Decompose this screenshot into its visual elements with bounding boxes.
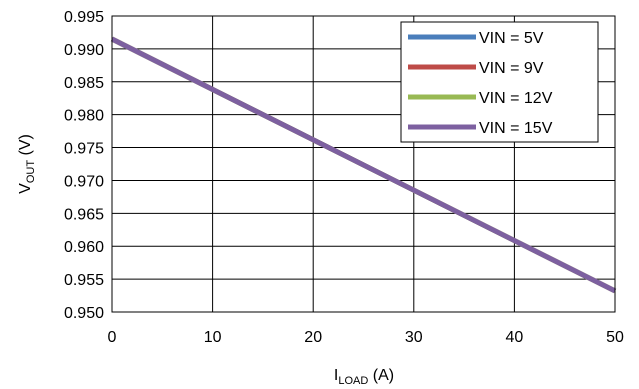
x-tick-label: 0 — [108, 329, 117, 346]
x-axis-title-unit: (A) — [368, 367, 394, 384]
y-tick-label: 0.985 — [64, 75, 104, 92]
legend-label-2: VIN = 9V — [479, 60, 544, 77]
x-axis-title: ILOAD (A) — [334, 367, 394, 387]
y-tick-label: 0.980 — [64, 108, 104, 125]
y-tick-labels: 0.950 0.955 0.960 0.965 0.970 0.975 0.980 0.985… — [64, 9, 104, 322]
y-tick-label: 0.955 — [64, 272, 104, 289]
y-tick-label: 0.960 — [64, 239, 104, 256]
y-tick-label: 0.975 — [64, 141, 104, 158]
series-lines — [110, 36, 617, 294]
x-tick-label: 20 — [304, 329, 322, 346]
y-tick-label: 0.950 — [64, 305, 104, 322]
y-tick-label: 0.995 — [64, 9, 104, 26]
y-axis-title: VOUT (V) — [17, 134, 37, 194]
legend-label-3: VIN = 12V — [479, 90, 553, 107]
legend: VIN = 5V VIN = 9V VIN = 12V VIN = 15V — [400, 21, 599, 143]
plot-frame — [111, 15, 616, 313]
x-tick-label: 30 — [405, 329, 423, 346]
x-axis-title-sub: LOAD — [338, 375, 368, 387]
y-axis-title-unit: (V) — [17, 134, 34, 160]
x-tick-label: 10 — [204, 329, 222, 346]
y-tick-label: 0.970 — [64, 173, 104, 190]
legend-label-4: VIN = 15V — [479, 120, 553, 137]
x-axis-title-main: I — [334, 367, 338, 384]
y-tick-label: 0.990 — [64, 42, 104, 59]
legend-label-1: VIN = 5V — [479, 30, 544, 47]
legend-box — [400, 21, 599, 143]
x-tick-labels: 0 10 20 30 40 50 — [108, 329, 624, 346]
y-axis-title-sub: OUT — [25, 160, 37, 184]
series-line-4 — [110, 36, 617, 294]
x-tick-label: 50 — [606, 329, 624, 346]
x-tick-label: 40 — [506, 329, 524, 346]
legend-items: VIN = 5V VIN = 9V VIN = 12V VIN = 15V — [408, 30, 553, 137]
y-tick-label: 0.965 — [64, 206, 104, 223]
y-axis-title-main: V — [17, 183, 34, 194]
